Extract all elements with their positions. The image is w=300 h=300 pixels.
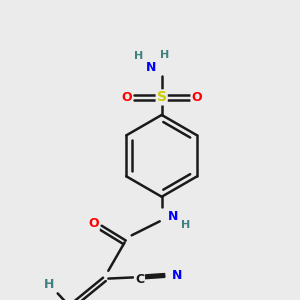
Text: O: O <box>191 91 202 104</box>
Text: H: H <box>181 220 190 230</box>
Text: H: H <box>160 50 170 59</box>
Text: N: N <box>167 210 178 223</box>
Text: O: O <box>121 91 132 104</box>
Text: N: N <box>172 269 182 282</box>
Text: H: H <box>134 51 144 61</box>
Text: C: C <box>135 273 144 286</box>
Text: O: O <box>88 217 99 230</box>
Text: H: H <box>44 278 54 291</box>
Text: S: S <box>157 90 167 104</box>
Text: N: N <box>146 61 156 74</box>
